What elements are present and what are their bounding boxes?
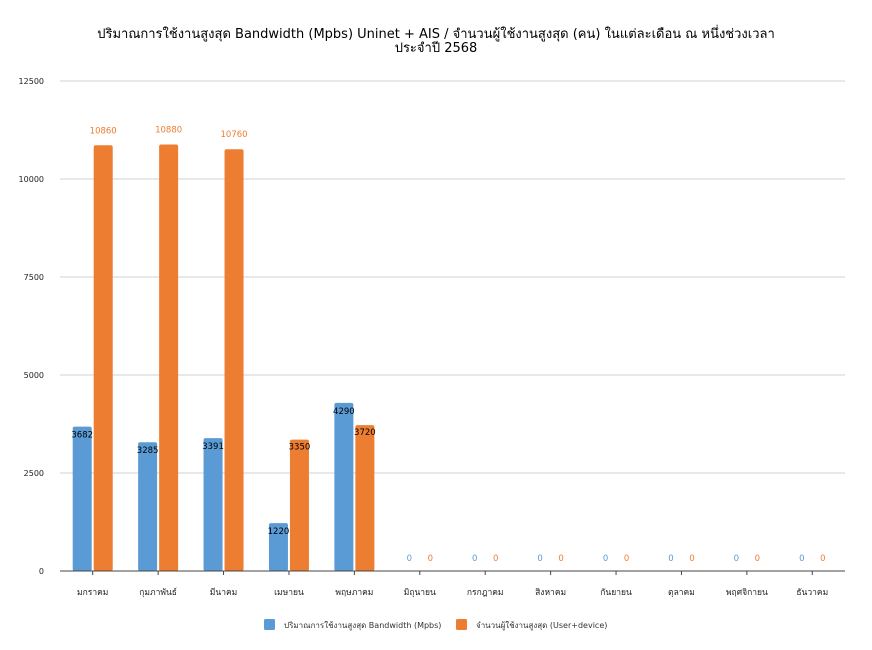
- data-label-users: 0: [428, 554, 433, 564]
- x-tick-label: พฤษภาคม: [335, 588, 373, 598]
- data-label-users: 0: [820, 554, 825, 564]
- y-axis-ticks: 0 2500 5000 7500 10000 12500: [19, 77, 44, 576]
- data-label-bandwidth: 0: [603, 554, 608, 564]
- data-label-users: 0: [689, 554, 694, 564]
- x-tick-label: ตุลาคม: [668, 588, 695, 598]
- bar-bandwidth: [72, 426, 92, 571]
- data-label-bandwidth: 4290: [333, 407, 355, 417]
- y-tick-label: 2500: [24, 469, 44, 478]
- data-label-users: 10860: [90, 126, 117, 136]
- data-label-users: 10760: [221, 130, 248, 140]
- data-label-bandwidth: 1220: [268, 527, 290, 537]
- data-label-bandwidth: 3285: [137, 446, 159, 456]
- data-label-users: 3350: [289, 443, 311, 453]
- x-tick-label: กันยายน: [600, 588, 632, 598]
- data-label-bandwidth: 0: [407, 554, 412, 564]
- bar-users: [224, 149, 244, 571]
- legend-label-bandwidth: ปริมาณการใช้งานสูงสุด Bandwidth (Mpbs): [284, 621, 441, 631]
- y-tick-label: 7500: [24, 273, 44, 282]
- bar-bandwidth: [203, 438, 223, 571]
- data-label-users: 0: [624, 554, 629, 564]
- x-tick-label: พฤศจิกายน: [726, 588, 768, 598]
- data-label-bandwidth: 3682: [71, 431, 93, 441]
- data-label-users: 10880: [155, 126, 182, 136]
- bar-users: [93, 145, 113, 571]
- x-tick-label: มกราคม: [77, 588, 108, 598]
- bar-bandwidth: [334, 402, 354, 571]
- data-label-users: 3720: [354, 428, 376, 438]
- x-tick-label: กุมภาพันธ์: [139, 587, 177, 598]
- bar-users: [159, 144, 179, 571]
- data-label-bandwidth: 0: [668, 554, 673, 564]
- legend: ปริมาณการใช้งานสูงสุด Bandwidth (Mpbs) จำ…: [264, 619, 607, 631]
- data-label-bandwidth: 0: [537, 554, 542, 564]
- bars: [72, 144, 375, 571]
- bar-users: [289, 439, 309, 571]
- data-label-users: 0: [755, 554, 760, 564]
- data-label-bandwidth: 3391: [202, 442, 224, 452]
- chart-subtitle: ประจำปี 2568: [395, 40, 478, 56]
- x-tick-label: กรกฎาคม: [467, 588, 504, 598]
- y-tick-label: 10000: [19, 175, 44, 184]
- y-tick-label: 5000: [24, 371, 44, 380]
- data-labels: 3682 10860 3285 10880 3391 10760 1220 3350 4290 3…: [71, 126, 825, 564]
- gridlines: [60, 80, 845, 474]
- data-label-bandwidth: 0: [472, 554, 477, 564]
- y-tick-label: 0: [39, 567, 44, 576]
- data-label-users: 0: [558, 554, 563, 564]
- data-label-users: 0: [493, 554, 498, 564]
- legend-swatch-bandwidth: [264, 619, 275, 630]
- legend-swatch-users: [456, 619, 467, 630]
- x-tick-label: มีนาคม: [210, 587, 237, 598]
- bar-bandwidth: [138, 442, 158, 571]
- x-tick-label: มิถุนายน: [404, 588, 436, 598]
- legend-label-users: จำนวนผู้ใช้งานสูงสุด (User+device): [476, 621, 607, 631]
- bar-users: [355, 425, 375, 571]
- x-tick-label: ธันวาคม: [796, 588, 828, 598]
- y-tick-label: 12500: [19, 77, 44, 86]
- x-axis: มกราคม กุมภาพันธ์ มีนาคม เมษายน พฤษภาคม มิถุน…: [60, 570, 845, 598]
- data-label-bandwidth: 0: [799, 554, 804, 564]
- bar-bandwidth: [268, 523, 288, 571]
- data-label-bandwidth: 0: [734, 554, 739, 564]
- x-tick-label: เมษายน: [274, 588, 304, 598]
- x-tick-label: สิงหาคม: [535, 588, 566, 598]
- chart-title: ปริมาณการใช้งานสูงสุด Bandwidth (Mpbs) U…: [97, 25, 775, 42]
